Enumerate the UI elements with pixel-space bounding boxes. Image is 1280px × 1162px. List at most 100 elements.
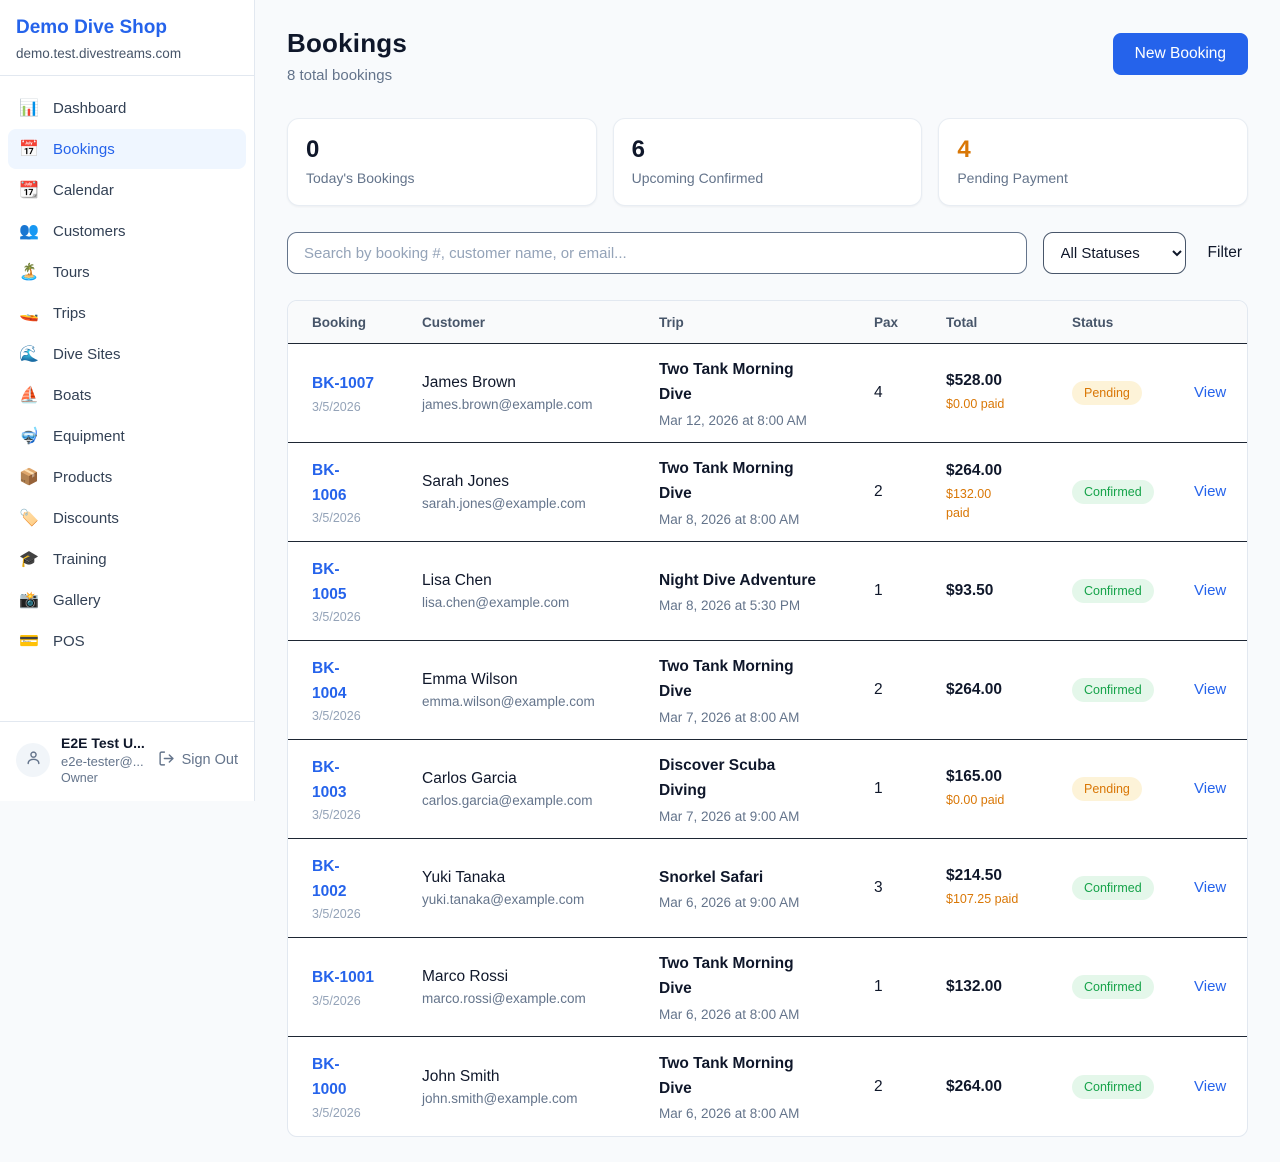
status-cell: Confirmed [1072,876,1194,900]
sidebar-item-gallery[interactable]: 📸 Gallery [8,580,246,620]
actions-cell: View [1194,879,1231,897]
view-link[interactable]: View [1194,780,1227,797]
booking-cell: BK- 1000 3/5/2026 [312,1053,422,1120]
view-link[interactable]: View [1194,681,1227,698]
sidebar-item-tours[interactable]: 🏝️ Tours [8,252,246,292]
view-link[interactable]: View [1194,483,1227,500]
sidebar-item-trips[interactable]: 🚤 Trips [8,293,246,333]
search-input[interactable] [287,232,1027,274]
booking-id-link[interactable]: BK- 1006 [312,461,347,504]
trip-datetime: Mar 6, 2026 at 8:00 AM [659,1006,800,1022]
table-row: BK- 1006 3/5/2026 Sarah Jones sarah.jone… [288,443,1247,542]
customer-name: Sarah Jones [422,473,510,490]
sidebar-item-bookings[interactable]: 📅 Bookings [8,129,246,169]
status-badge: Confirmed [1072,579,1154,603]
sailboat-icon: ⛵ [19,387,39,404]
trip-cell: Two Tank Morning Dive Mar 7, 2026 at 8:0… [659,655,874,725]
view-link[interactable]: View [1194,384,1227,401]
trip-cell: Two Tank Morning Dive Mar 6, 2026 at 8:0… [659,1052,874,1122]
view-link[interactable]: View [1194,582,1227,599]
actions-cell: View [1194,978,1231,996]
trip-datetime: Mar 8, 2026 at 5:30 PM [659,598,801,614]
total-amount: $528.00 [946,372,1003,390]
stat-label: Pending Payment [957,170,1068,186]
user-name: E2E Test U... [61,734,145,751]
sidebar-item-boats[interactable]: ⛵ Boats [8,375,246,415]
trip-cell: Snorkel Safari Mar 6, 2026 at 9:00 AM [659,866,874,911]
sidebar-item-training[interactable]: 🎓 Training [8,539,246,579]
filter-button[interactable]: Filter [1202,244,1248,262]
status-cell: Confirmed [1072,480,1194,504]
booking-id-link[interactable]: BK-1001 [312,969,375,987]
total-amount: $264.00 [946,461,1003,479]
booking-id-link[interactable]: BK- 1004 [312,659,347,702]
user-footer: E2E Test U... e2e-tester@... Owner Sign … [0,720,254,801]
status-cell: Pending [1072,381,1194,405]
status-cell: Confirmed [1072,579,1194,603]
booking-id-link[interactable]: BK- 1002 [312,857,347,900]
sign-out-button[interactable]: Sign Out [158,750,238,771]
column-header-booking: Booking [312,314,366,330]
sidebar-item-label: Equipment [53,427,125,445]
table-row: BK-1001 3/5/2026 Marco Rossi marco.rossi… [288,938,1247,1037]
sign-out-icon [158,750,175,771]
total-cell: $214.50 $107.25 paid [946,867,1072,909]
sidebar-item-customers[interactable]: 👥 Customers [8,211,246,251]
customer-email: lisa.chen@example.com [422,595,570,610]
pax-count: 3 [874,879,883,896]
status-badge: Confirmed [1072,876,1154,900]
customer-name: John Smith [422,1067,500,1085]
person-icon [25,749,42,771]
wave-icon: 🌊 [19,346,39,363]
sidebar-item-equipment[interactable]: 🤿 Equipment [8,416,246,456]
sidebar-item-pos[interactable]: 💳 POS [8,621,246,661]
filter-row: All Statuses Filter [287,232,1248,274]
table-row: BK- 1003 3/5/2026 Carlos Garcia carlos.g… [288,740,1247,839]
trip-datetime: Mar 7, 2026 at 8:00 AM [659,709,800,725]
view-link[interactable]: View [1194,879,1227,896]
user-meta: E2E Test U... e2e-tester@... Owner [61,734,147,787]
sidebar-item-label: Tours [53,263,90,281]
shop-domain: demo.test.divestreams.com [16,46,182,61]
customer-email: carlos.garcia@example.com [422,793,593,808]
total-cell: $165.00 $0.00 paid [946,768,1072,810]
status-badge: Pending [1072,777,1142,801]
user-email: e2e-tester@... [61,753,144,769]
customer-cell: Carlos Garcia carlos.garcia@example.com [422,770,659,808]
booking-id-link[interactable]: BK- 1000 [312,1056,347,1098]
sidebar-item-discounts[interactable]: 🏷️ Discounts [8,498,246,538]
customer-name: Yuki Tanaka [422,869,506,886]
total-amount: $264.00 [946,1077,1003,1095]
customer-cell: Lisa Chen lisa.chen@example.com [422,572,659,610]
status-select[interactable]: All Statuses [1042,232,1186,274]
paid-amount: $107.25 paid [946,892,1019,907]
table-row: BK- 1005 3/5/2026 Lisa Chen lisa.chen@ex… [288,542,1247,641]
customer-email: yuki.tanaka@example.com [422,892,585,907]
booking-date: 3/5/2026 [312,808,361,823]
sidebar-item-products[interactable]: 📦 Products [8,457,246,497]
booking-cell: BK-1001 3/5/2026 [312,966,422,1008]
sign-out-label: Sign Out [181,752,238,769]
stat-card-pending-payment: 4 Pending Payment [938,118,1248,206]
booking-id-link[interactable]: BK- 1003 [312,758,347,801]
status-badge: Confirmed [1072,678,1154,702]
total-cell: $264.00 [946,681,1072,699]
sidebar-item-dashboard[interactable]: 📊 Dashboard [8,88,246,128]
page-header-text: Bookings 8 total bookings [287,28,407,84]
booking-date: 3/5/2026 [312,709,361,724]
customer-email: james.brown@example.com [422,397,593,412]
trip-cell: Night Dive Adventure Mar 8, 2026 at 5:30… [659,569,874,614]
total-amount: $93.50 [946,582,994,599]
actions-cell: View [1194,384,1231,402]
new-booking-button[interactable]: New Booking [1112,33,1248,75]
view-link[interactable]: View [1194,978,1227,995]
sidebar-item-calendar[interactable]: 📆 Calendar [8,170,246,210]
sidebar-item-label: Customers [53,222,126,240]
view-link[interactable]: View [1194,1077,1227,1095]
customer-cell: Emma Wilson emma.wilson@example.com [422,671,659,709]
booking-cell: BK- 1005 3/5/2026 [312,558,422,625]
booking-id-link[interactable]: BK-1007 [312,375,375,393]
booking-id-link[interactable]: BK- 1005 [312,560,347,603]
avatar [16,743,50,778]
sidebar-item-dive-sites[interactable]: 🌊 Dive Sites [8,334,246,374]
